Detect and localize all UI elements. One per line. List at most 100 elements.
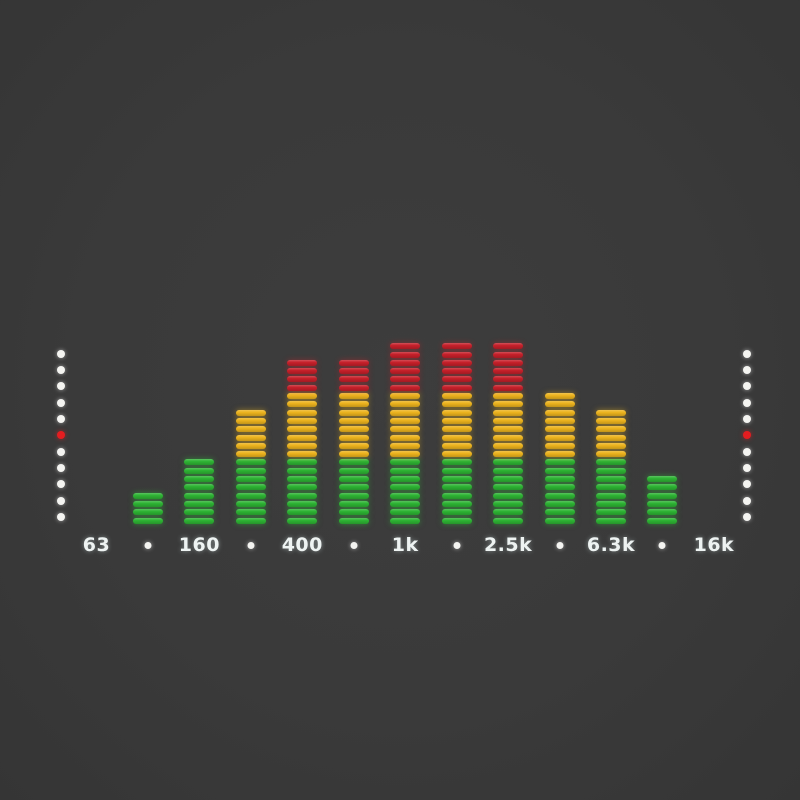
led-segment-green: [596, 509, 626, 516]
led-segment-green: [132, 517, 163, 524]
led-segment-green: [647, 500, 678, 507]
led-segment-green: [390, 459, 421, 466]
led-segment-green: [132, 492, 163, 499]
led-segment-yellow: [390, 401, 421, 408]
led-segment-yellow: [596, 442, 626, 449]
led-segment-yellow: [338, 442, 369, 449]
led-segment-yellow: [493, 401, 524, 408]
led-segment-red: [390, 343, 421, 350]
led-segment-yellow: [596, 451, 626, 458]
led-segment-yellow: [441, 409, 472, 416]
led-segment-yellow: [544, 393, 575, 399]
led-segment-yellow: [441, 434, 472, 441]
led-segment-yellow: [235, 442, 266, 449]
led-segment-yellow: [493, 434, 524, 441]
led-segment-green: [441, 509, 472, 516]
led-segment-green: [544, 467, 575, 474]
led-segment-red: [390, 368, 421, 375]
led-segment-green: [647, 509, 678, 516]
led-segment-green: [596, 492, 626, 499]
led-segment-green: [493, 509, 524, 516]
led-segment-green: [544, 459, 575, 466]
level-dot-white: [743, 496, 751, 505]
level-dot-white: [57, 365, 65, 374]
led-segment-red: [493, 359, 524, 366]
led-segment-yellow: [390, 434, 421, 441]
led-segment-yellow: [493, 393, 524, 399]
led-segment-green: [132, 509, 163, 516]
led-segment-yellow: [493, 417, 524, 424]
led-segment-green: [184, 509, 215, 516]
led-segment-red: [287, 384, 318, 391]
led-segment-green: [596, 517, 626, 524]
led-segment-green: [441, 459, 472, 466]
led-segment-green: [287, 467, 318, 474]
led-segment-red: [390, 376, 421, 383]
led-segment-yellow: [441, 401, 472, 408]
led-segment-yellow: [287, 426, 318, 433]
led-segment-green: [287, 500, 318, 507]
led-segment-yellow: [390, 393, 421, 399]
separator-dot: [453, 541, 461, 549]
separator-dot: [350, 541, 358, 549]
led-segment-yellow: [390, 417, 421, 424]
level-dot-white: [743, 513, 751, 521]
led-segment-yellow: [493, 426, 524, 433]
led-segment-green: [441, 484, 472, 491]
led-segment-green: [235, 509, 266, 516]
led-segment-yellow: [338, 401, 369, 408]
led-segment-yellow: [493, 409, 524, 416]
level-dot-white: [743, 447, 751, 456]
led-segment-yellow: [544, 426, 575, 433]
freq-label: 160: [178, 534, 220, 556]
led-segment-red: [493, 368, 524, 375]
led-segment-green: [647, 484, 678, 491]
led-segment-green: [184, 467, 215, 474]
led-segment-red: [390, 351, 421, 358]
led-segment-red: [441, 343, 472, 350]
led-segment-green: [596, 484, 626, 491]
level-dot-white: [57, 414, 65, 423]
separator-dot: [247, 541, 255, 549]
led-segment-green: [235, 517, 266, 524]
led-segment-yellow: [390, 409, 421, 416]
led-segment-yellow: [287, 401, 318, 408]
led-segment-red: [338, 384, 369, 391]
led-segment-red: [338, 376, 369, 383]
led-segment-yellow: [287, 417, 318, 424]
level-dot-white: [743, 463, 751, 472]
led-segment-red: [441, 376, 472, 383]
led-segment-red: [287, 376, 318, 383]
led-segment-red: [441, 351, 472, 358]
freq-label: 1k: [391, 534, 419, 556]
freq-label: 63: [82, 534, 111, 556]
led-segment-yellow: [441, 426, 472, 433]
led-segment-green: [338, 459, 369, 466]
led-segment-green: [647, 476, 678, 482]
led-segment-red: [493, 351, 524, 358]
led-segment-red: [493, 343, 524, 350]
level-dot-white: [743, 414, 751, 423]
led-segment-green: [235, 476, 266, 482]
led-segment-green: [184, 484, 215, 491]
led-segment-yellow: [544, 442, 575, 449]
led-segment-green: [132, 500, 163, 507]
led-segment-green: [493, 459, 524, 466]
led-segment-green: [390, 467, 421, 474]
led-segment-yellow: [338, 426, 369, 433]
led-segment-yellow: [544, 434, 575, 441]
level-dot-white: [743, 480, 751, 489]
level-dot-white: [57, 496, 65, 505]
led-segment-yellow: [596, 409, 626, 416]
led-segment-yellow: [441, 451, 472, 458]
led-segment-yellow: [390, 426, 421, 433]
level-dot-white: [743, 398, 751, 407]
led-segment-yellow: [287, 451, 318, 458]
level-dot-white: [743, 365, 751, 374]
led-segment-green: [441, 492, 472, 499]
led-segment-yellow: [441, 442, 472, 449]
led-segment-yellow: [596, 417, 626, 424]
led-segment-red: [493, 376, 524, 383]
led-segment-red: [287, 359, 318, 366]
freq-label: 16k: [693, 534, 735, 556]
